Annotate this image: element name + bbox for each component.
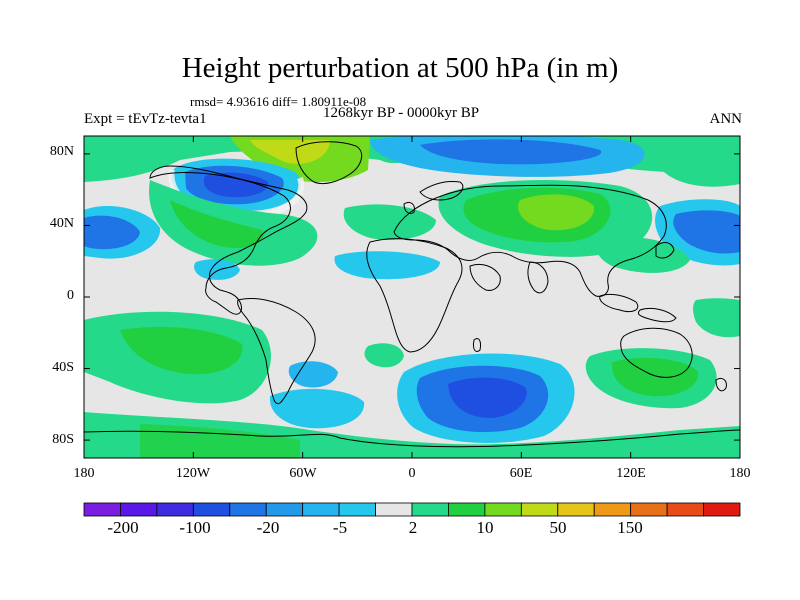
season-label: ANN <box>709 111 743 127</box>
colorbar-box <box>520 502 559 517</box>
colorbar-box <box>484 502 522 517</box>
colorbar-box <box>83 502 121 517</box>
lat-label-40s: 40S <box>52 360 74 375</box>
lon-label-60w: 60W <box>289 466 317 481</box>
colorbar-label-2: -100 <box>179 518 211 537</box>
colorbar-box <box>229 502 267 517</box>
colorbar-box <box>192 502 231 517</box>
experiment-label: Expt = tEvTz-tevta1 <box>84 111 207 127</box>
colorbar-box <box>448 502 486 517</box>
colorbar-box <box>666 502 704 517</box>
lat-label-40n: 40N <box>49 216 74 231</box>
lat-label-80s: 80S <box>52 432 74 447</box>
lat-label-0: 0 <box>67 288 74 303</box>
coastlines <box>84 141 740 448</box>
lon-label-0: 0 <box>408 466 416 481</box>
colorbar-label-6: 10 <box>476 518 494 537</box>
lon-label-180w: 180 <box>73 466 95 481</box>
colorbar-label-4: -5 <box>332 518 348 537</box>
colorbar-box <box>156 502 194 517</box>
colorbar-label-3: -20 <box>256 518 280 537</box>
colorbar-label-7: 50 <box>549 518 567 537</box>
period-label: 1268kyr BP - 0000kyr BP <box>323 105 480 121</box>
colorbar-box <box>302 502 340 517</box>
axis-ticks <box>83 136 741 458</box>
anomaly-field <box>84 136 740 458</box>
lon-label-180e: 180 <box>729 466 751 481</box>
colorbar-box <box>120 502 158 517</box>
colorbar-box <box>630 502 668 517</box>
colorbar-box <box>265 502 304 517</box>
lat-label-80n: 80N <box>49 144 74 159</box>
colorbar-box <box>411 502 449 517</box>
lon-label-60e: 60E <box>509 466 533 481</box>
colorbar-box <box>593 502 632 517</box>
colorbar-label-8: 150 <box>617 518 643 537</box>
stats-text: rmsd= 4.93616 diff= 1.80911e-08 <box>190 94 367 109</box>
colorbar-box <box>557 502 595 517</box>
colorbar-label-1: -200 <box>107 518 139 537</box>
lon-label-120w: 120W <box>175 466 211 481</box>
colorbar-box <box>375 502 413 517</box>
colorbar-box <box>338 502 376 517</box>
colorbar-box <box>703 502 741 517</box>
lon-label-120e: 120E <box>616 466 646 481</box>
map-title: Height perturbation at 500 hPa (in m) <box>181 52 619 84</box>
colorbar-label-5: 2 <box>408 518 418 537</box>
